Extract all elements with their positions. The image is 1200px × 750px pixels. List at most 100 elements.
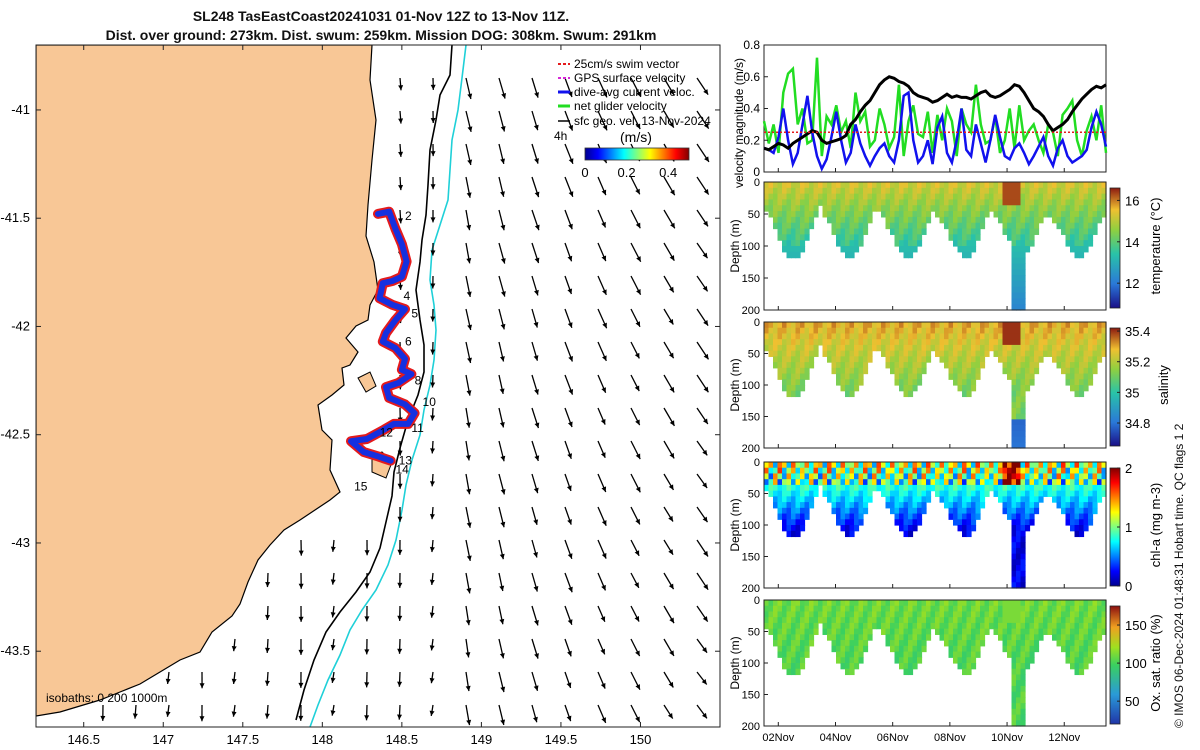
section-cell bbox=[786, 484, 792, 492]
section-cell bbox=[912, 663, 918, 670]
section-cell bbox=[786, 182, 792, 189]
velocity-arrowhead bbox=[465, 619, 471, 626]
section-cell bbox=[899, 350, 905, 357]
section-cell bbox=[921, 605, 927, 613]
section-cell bbox=[858, 605, 864, 613]
section-cell bbox=[795, 663, 801, 670]
section-cell bbox=[975, 473, 981, 480]
section-cell bbox=[1056, 467, 1062, 475]
section-cell bbox=[1088, 496, 1094, 503]
section-cell bbox=[1079, 657, 1085, 664]
section-cell bbox=[1088, 350, 1094, 357]
section-cell bbox=[1101, 350, 1107, 357]
section-cell bbox=[795, 473, 801, 480]
section-cell bbox=[867, 344, 873, 352]
section-cell bbox=[953, 657, 959, 664]
section-cell bbox=[845, 362, 851, 369]
section-cell bbox=[894, 322, 900, 329]
section-cell bbox=[1043, 622, 1049, 630]
section-cell bbox=[962, 234, 968, 241]
section-cell bbox=[809, 502, 815, 509]
velocity-arrowhead bbox=[364, 550, 370, 556]
section-cell bbox=[939, 333, 945, 340]
velocity-arrowhead bbox=[397, 615, 403, 621]
section-cell bbox=[1011, 333, 1017, 340]
section-cell bbox=[975, 356, 981, 363]
section-cell bbox=[849, 519, 855, 526]
section-cell bbox=[885, 216, 891, 224]
section-cell bbox=[1056, 628, 1062, 635]
section-cell bbox=[935, 344, 941, 352]
section-cell bbox=[980, 187, 986, 195]
section-cell bbox=[836, 350, 842, 357]
velocity-arrowhead bbox=[231, 645, 237, 652]
section-cell bbox=[1007, 182, 1013, 189]
velocity-arrowhead bbox=[600, 648, 605, 655]
section-cell bbox=[849, 622, 855, 630]
section-cell bbox=[1056, 622, 1062, 630]
section-colorbar-label: Ox. sat. ratio (%) bbox=[1148, 614, 1163, 712]
section-ylabel: Depth (m) bbox=[728, 219, 742, 272]
section-cell bbox=[1016, 565, 1022, 572]
velocity-arrowhead bbox=[635, 188, 640, 195]
section-cell bbox=[786, 651, 792, 658]
section-cell bbox=[813, 182, 819, 189]
section-cell bbox=[971, 350, 977, 357]
section-cell bbox=[948, 211, 954, 218]
section-cell bbox=[863, 211, 869, 218]
section-cell bbox=[1016, 473, 1022, 480]
section-cell bbox=[863, 484, 869, 492]
section-cell bbox=[944, 211, 950, 218]
section-cell bbox=[1061, 362, 1067, 369]
section-cell bbox=[984, 490, 990, 497]
section-cell bbox=[1025, 211, 1031, 218]
section-cell bbox=[1029, 344, 1035, 352]
section-cell bbox=[1097, 484, 1103, 492]
section-cell bbox=[1020, 605, 1026, 613]
colorbar-tick-label: 50 bbox=[1125, 694, 1139, 709]
velocity-arrowhead bbox=[702, 418, 708, 425]
section-cell bbox=[854, 645, 860, 653]
velocity-arrowhead bbox=[702, 252, 708, 259]
section-cell bbox=[957, 385, 963, 392]
velocity-arrowhead bbox=[397, 714, 403, 720]
section-cell bbox=[1092, 617, 1098, 624]
section-cell bbox=[1070, 350, 1076, 357]
section-cell bbox=[1043, 467, 1049, 475]
section-cell bbox=[822, 182, 828, 189]
section-cell bbox=[1034, 322, 1040, 329]
section-cell bbox=[1016, 582, 1022, 589]
section-cell bbox=[795, 240, 801, 247]
section-cell bbox=[777, 322, 783, 329]
section-cell bbox=[953, 333, 959, 340]
section-cell bbox=[1083, 479, 1089, 486]
section-cell bbox=[899, 367, 905, 375]
section-cell bbox=[786, 490, 792, 497]
section-cell bbox=[1016, 390, 1022, 398]
section-cell bbox=[791, 228, 797, 235]
section-cell bbox=[1070, 240, 1076, 247]
section-cell bbox=[1029, 467, 1035, 475]
section-cell bbox=[777, 634, 783, 641]
section-cell bbox=[858, 333, 864, 340]
section-cell bbox=[971, 507, 977, 515]
section-cell bbox=[1020, 182, 1026, 189]
section-cell bbox=[836, 211, 842, 218]
section-cell bbox=[1029, 611, 1035, 618]
section-cell bbox=[773, 617, 779, 624]
section-cell bbox=[872, 182, 878, 189]
section-cell bbox=[926, 479, 932, 486]
section-cell bbox=[1034, 193, 1040, 201]
section-cell bbox=[786, 525, 792, 532]
section-cell bbox=[962, 211, 968, 218]
section-cell bbox=[1011, 536, 1017, 543]
section-cell bbox=[786, 513, 792, 520]
velocity-arrowhead bbox=[466, 588, 472, 594]
section-cell bbox=[1038, 490, 1044, 497]
section-cell bbox=[800, 507, 806, 515]
section-cell bbox=[1020, 697, 1026, 704]
section-cell bbox=[1079, 611, 1085, 618]
section-cell bbox=[809, 611, 815, 618]
